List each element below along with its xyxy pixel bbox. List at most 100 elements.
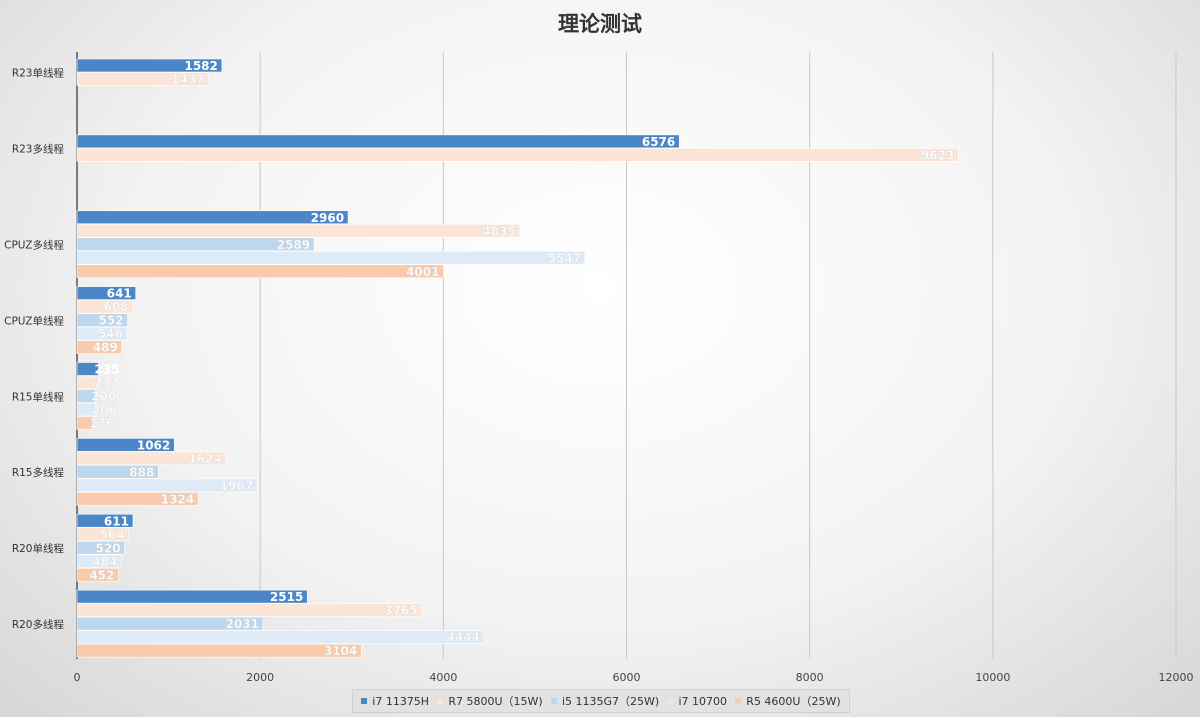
x-tick-label: 6000 [613, 671, 641, 684]
legend-swatch [735, 698, 742, 704]
bar [76, 134, 680, 149]
bar [76, 264, 444, 279]
bar [76, 389, 96, 403]
bar [76, 540, 125, 555]
legend-item: i7 11375H [361, 695, 429, 708]
legend-item: i7 10700 [667, 695, 727, 708]
legend-label: R7 5800U（15W) [448, 695, 543, 708]
bar [76, 237, 315, 252]
data-label: 520 [96, 541, 121, 555]
bar [76, 72, 209, 86]
data-label: 235 [95, 363, 120, 377]
legend-label: i7 10700 [678, 694, 728, 708]
bar [76, 603, 423, 617]
bar [76, 527, 129, 542]
category-label: CPUZ单线程 [4, 314, 64, 327]
data-label: 888 [129, 465, 154, 479]
bar [76, 250, 586, 265]
bar [76, 513, 134, 528]
data-label: 552 [98, 314, 123, 328]
x-tick-label: 4000 [429, 671, 457, 684]
bar [76, 451, 227, 466]
legend-swatch [361, 698, 368, 704]
data-label: 4835 [482, 224, 515, 238]
bar [76, 416, 94, 430]
data-label: 611 [104, 514, 129, 528]
data-label: 6576 [642, 135, 675, 149]
bar [76, 326, 128, 341]
data-label: 608 [104, 300, 129, 314]
category-label: R23多线程 [12, 142, 65, 155]
data-label: 489 [93, 341, 118, 355]
category-label: R20多线程 [12, 618, 65, 631]
bar [76, 589, 308, 604]
category-label: R20单线程 [12, 542, 65, 555]
category-label: R15多线程 [12, 466, 65, 479]
data-label: 233 [94, 376, 119, 390]
x-tick-label: 12000 [1159, 671, 1194, 684]
data-label: 2031 [226, 617, 259, 631]
bar [76, 402, 97, 417]
data-label: 1437 [171, 73, 204, 87]
legend-item: R5 4600U（25W) [735, 693, 841, 709]
data-label: 9623 [921, 148, 954, 162]
category-label: R15单线程 [12, 390, 65, 403]
bar [76, 340, 123, 354]
legend-swatch [550, 698, 557, 704]
chart-title: 理论测试 [558, 12, 642, 36]
legend-label: i5 1135G7（25W) [561, 695, 660, 708]
bar [76, 299, 133, 314]
bar [76, 478, 258, 493]
x-tick-label: 10000 [975, 671, 1010, 684]
bar [76, 286, 137, 300]
bar [76, 492, 199, 506]
category-label: R23单线程 [12, 67, 65, 80]
data-label: 564 [100, 528, 125, 542]
data-label: 3765 [384, 604, 417, 618]
data-label: 176 [89, 417, 114, 431]
data-label: 4444 [447, 631, 480, 645]
legend-item: i5 1135G7（25W) [550, 693, 660, 709]
data-label: 4001 [406, 265, 439, 279]
bar [76, 362, 99, 376]
legend-swatch [437, 698, 444, 704]
legend-label: i7 11375H [372, 694, 430, 708]
data-label: 484 [92, 555, 117, 569]
data-label: 1062 [137, 438, 170, 452]
bar [76, 210, 349, 225]
bar [76, 148, 959, 162]
data-label: 1624 [188, 452, 221, 466]
bar [76, 58, 223, 73]
bar [76, 223, 521, 238]
data-label: 200 [91, 390, 116, 404]
data-label: 1967 [220, 479, 253, 493]
x-tick-label: 2000 [246, 671, 274, 684]
bar [76, 554, 122, 569]
data-label: 452 [89, 568, 114, 582]
bar [76, 616, 264, 631]
data-label: 1324 [161, 492, 194, 506]
data-label: 641 [107, 287, 132, 301]
data-label: 206 [92, 403, 117, 417]
chart-legend: i7 11375H R7 5800U（15W) i5 1135G7（25W) i7 1… [352, 689, 850, 713]
data-label: 2515 [270, 590, 303, 604]
data-label: 2589 [277, 238, 310, 252]
bar [76, 313, 128, 327]
bar [76, 375, 99, 390]
bar [76, 465, 159, 479]
bar [76, 630, 485, 644]
legend-swatch [667, 698, 674, 704]
legend-label: R5 4600U（25W) [746, 695, 841, 708]
bar [76, 643, 362, 658]
category-label: CPUZ多线程 [4, 239, 64, 252]
legend-item: R7 5800U（15W) [437, 693, 543, 709]
bar [76, 567, 119, 582]
bar [76, 438, 175, 452]
data-label: 1582 [184, 59, 217, 73]
data-label: 2960 [311, 211, 344, 225]
x-tick-label: 8000 [796, 671, 824, 684]
data-label: 546 [98, 327, 123, 341]
data-label: 5547 [548, 251, 581, 265]
x-tick-label: 0 [74, 671, 81, 684]
